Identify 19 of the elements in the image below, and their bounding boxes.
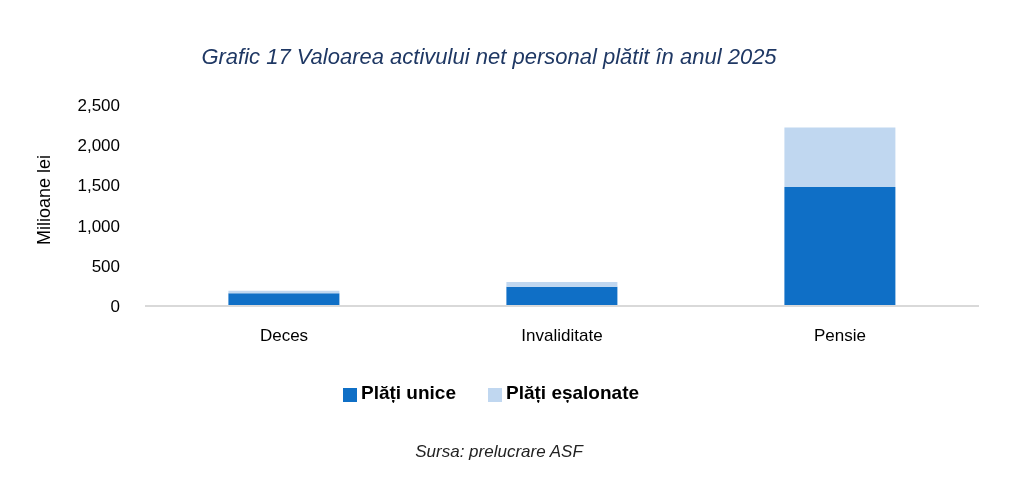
- y-tick-label: 1,000: [77, 216, 120, 236]
- x-tick-label: Deces: [259, 326, 309, 346]
- bar: [784, 127, 896, 188]
- x-tick-label: Pensie: [814, 326, 866, 346]
- text: Sursa: prelucrare ASF: [414, 441, 585, 463]
- bar: [784, 187, 896, 306]
- legend-label: Plăți unice: [360, 382, 456, 403]
- y-axis-title: Milioane lei: [33, 154, 55, 246]
- legend-label: Plăți eșalonate: [505, 382, 640, 403]
- x-tick-label: Invaliditate: [521, 326, 603, 346]
- bar: [506, 281, 618, 287]
- y-tick-label: 1,500: [77, 176, 120, 196]
- y-tick-label: 0: [110, 297, 120, 317]
- bar: [506, 286, 618, 306]
- y-tick-label: 2,000: [77, 136, 120, 156]
- chart-title: Grafic 17 Valoarea activului net personal plătit în anul 2025: [200, 43, 778, 71]
- y-tick-label: 2,500: [77, 96, 120, 116]
- bar: [228, 293, 340, 306]
- y-tick-label: 500: [91, 256, 120, 276]
